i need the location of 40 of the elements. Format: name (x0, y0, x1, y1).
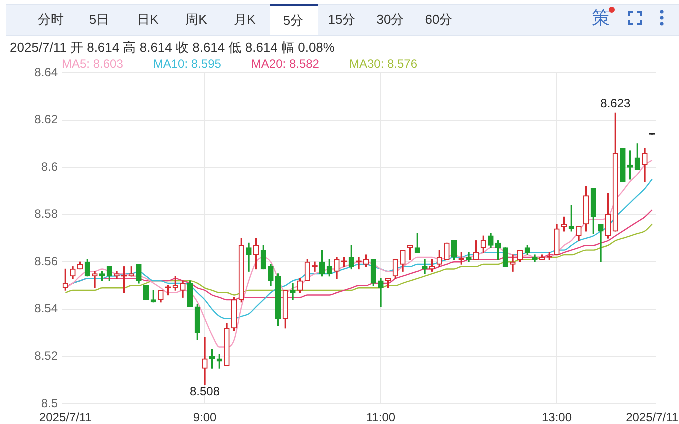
annotation: 8.623 (600, 96, 632, 111)
text: MA10: 8.595 (153, 57, 222, 71)
annotation: 8.508 (190, 384, 220, 398)
text: 分时 (37, 11, 65, 29)
text: MA5: 8.603 (62, 57, 124, 71)
y-tick-label: 8.52 (34, 349, 58, 364)
selected-tab: 5分 (270, 4, 318, 35)
y-tick-label: 8.64 (34, 65, 58, 80)
x-tick-label: 9:00 (193, 410, 217, 424)
text: 60分 (424, 11, 454, 29)
text: MA30: 8.576 (349, 57, 418, 71)
text: MA20: 8.582 (251, 57, 320, 71)
x-tick-label: 11:00 (366, 410, 396, 424)
text: 周K (184, 11, 208, 29)
y-tick-label: 8.58 (34, 207, 58, 222)
text: 15分 (327, 11, 357, 29)
candlestick (312, 262, 318, 272)
x-tick-label: 13:00 (542, 410, 572, 424)
text: 5日 (88, 11, 111, 29)
y-tick-label: 8.56 (34, 254, 58, 268)
candlestick (510, 254, 516, 272)
candlestick (356, 257, 362, 270)
line-series (72, 178, 653, 320)
candlestick (290, 283, 296, 300)
text: 策 (592, 8, 610, 28)
y-tick-label: 8.5 (41, 396, 58, 410)
text: 30分 (376, 11, 406, 29)
y-tick-label: 8.62 (34, 112, 58, 127)
candlestick (202, 337, 208, 386)
candlestick (92, 271, 98, 288)
y-tick-label: 8.54 (34, 302, 58, 316)
candlestick (598, 224, 604, 262)
x-tick-label: 2025/7/11 (39, 410, 92, 424)
y-tick-label: 8.6 (41, 160, 58, 174)
chart-subtitle: 2025/7/11 开 8.614 高 8.614 收 8.614 低 8.614 幅 0.08% (10, 40, 335, 56)
text: 日K (136, 11, 160, 29)
x-tick-label: 2025/7/11 (626, 410, 679, 424)
candlestick (422, 259, 428, 274)
line-series (65, 224, 653, 296)
text: 月K (233, 11, 257, 29)
